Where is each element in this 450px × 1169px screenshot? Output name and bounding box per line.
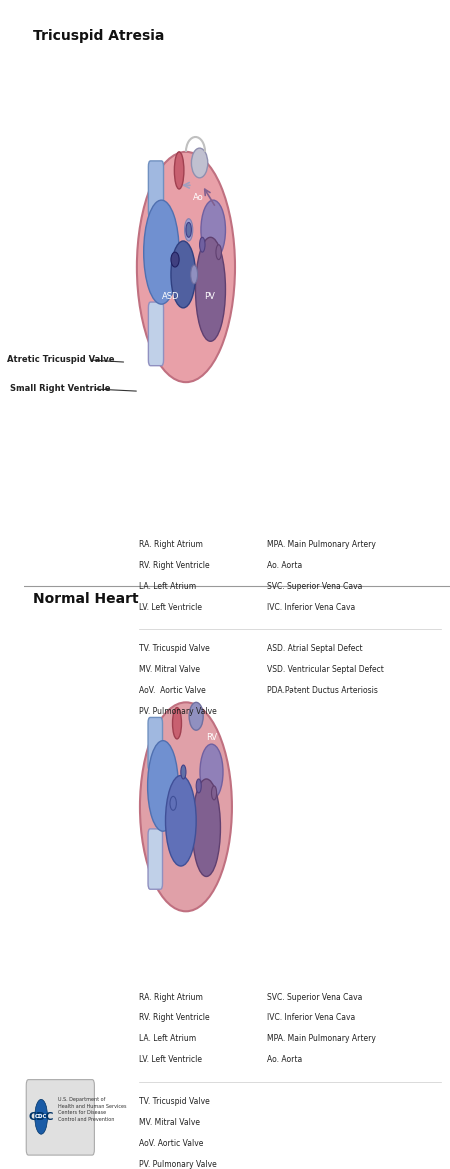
Text: IVC. Inferior Vena Cava: IVC. Inferior Vena Cava: [267, 602, 355, 611]
Text: PV. Pulmonary Valve: PV. Pulmonary Valve: [139, 707, 217, 715]
Ellipse shape: [195, 237, 225, 341]
Ellipse shape: [200, 745, 223, 800]
Text: ASD. Atrial Septal Defect: ASD. Atrial Septal Defect: [267, 644, 363, 653]
Ellipse shape: [170, 796, 176, 810]
Text: TV: TV: [127, 361, 138, 371]
Text: SVC: SVC: [99, 628, 116, 637]
Text: AoV. Aortic Valve: AoV. Aortic Valve: [139, 1139, 203, 1148]
Text: Small Right Ventricle: Small Right Ventricle: [10, 385, 111, 394]
Text: Ao: Ao: [194, 193, 204, 202]
Text: Ao: Ao: [172, 600, 183, 608]
Text: PDA: PDA: [226, 164, 243, 173]
Ellipse shape: [216, 244, 221, 260]
Text: TV: TV: [125, 710, 136, 719]
Text: MPA: MPA: [243, 205, 261, 214]
Text: MPA. Main Pulmonary Artery: MPA. Main Pulmonary Artery: [267, 540, 376, 548]
Ellipse shape: [171, 253, 179, 267]
Text: RV. Right Ventricle: RV. Right Ventricle: [139, 1014, 210, 1023]
Ellipse shape: [184, 219, 193, 241]
Text: LA: LA: [293, 622, 304, 631]
Text: LV. Left Ventricle: LV. Left Ventricle: [139, 602, 202, 611]
Text: RA. Right Atrium: RA. Right Atrium: [139, 540, 203, 548]
Ellipse shape: [181, 765, 186, 779]
Text: RV. Right Ventricle: RV. Right Ventricle: [139, 561, 210, 569]
Text: LV: LV: [290, 727, 299, 735]
Text: CDC: CDC: [28, 1112, 54, 1122]
Text: LV. Left Ventricle: LV. Left Ventricle: [139, 1056, 202, 1064]
Text: Ao. Aorta: Ao. Aorta: [267, 561, 302, 569]
Text: MV. Mitral Valve: MV. Mitral Valve: [139, 665, 200, 675]
Text: AoV: AoV: [231, 320, 248, 330]
Ellipse shape: [199, 237, 205, 253]
Text: IVC: IVC: [96, 762, 110, 770]
Ellipse shape: [137, 152, 235, 382]
Text: VSD. Ventricular Septal Defect: VSD. Ventricular Septal Defect: [267, 665, 384, 675]
Text: LA: LA: [300, 234, 310, 242]
Ellipse shape: [166, 775, 196, 866]
Text: RA: RA: [104, 297, 115, 306]
Text: AoV: AoV: [225, 692, 241, 701]
FancyBboxPatch shape: [148, 829, 162, 890]
Ellipse shape: [189, 703, 203, 731]
Text: IVC: IVC: [92, 465, 106, 475]
Text: Ao. Aorta: Ao. Aorta: [267, 1056, 302, 1064]
Text: IVC. Inferior Vena Cava: IVC. Inferior Vena Cava: [267, 1014, 355, 1023]
Ellipse shape: [192, 779, 220, 877]
Ellipse shape: [174, 152, 184, 189]
Text: Atretic Tricuspid Valve: Atretic Tricuspid Valve: [7, 355, 114, 365]
Text: PV. Pulmonary Valve: PV. Pulmonary Valve: [139, 1160, 217, 1169]
Ellipse shape: [144, 200, 179, 304]
Circle shape: [35, 1099, 48, 1134]
Ellipse shape: [191, 265, 198, 284]
FancyBboxPatch shape: [148, 161, 163, 217]
Ellipse shape: [186, 222, 191, 237]
Text: AoV.  Aortic Valve: AoV. Aortic Valve: [139, 686, 206, 696]
Text: MV. Mitral Valve: MV. Mitral Valve: [139, 1118, 200, 1127]
Text: SVC: SVC: [107, 234, 124, 242]
Text: RV: RV: [215, 408, 225, 416]
Text: MPA. Main Pulmonary Artery: MPA. Main Pulmonary Artery: [267, 1035, 376, 1044]
Text: TV. Tricuspid Valve: TV. Tricuspid Valve: [139, 1097, 210, 1106]
FancyBboxPatch shape: [148, 302, 163, 366]
FancyBboxPatch shape: [148, 718, 162, 770]
Text: RA: RA: [99, 675, 111, 684]
Ellipse shape: [171, 241, 195, 307]
Ellipse shape: [196, 779, 201, 793]
Text: U.S. Department of
Health and Human Services
Centers for Disease
Control and Pre: U.S. Department of Health and Human Serv…: [58, 1097, 127, 1122]
Text: SVC. Superior Vena Cava: SVC. Superior Vena Cava: [267, 582, 362, 590]
Text: ASD: ASD: [162, 291, 180, 300]
Ellipse shape: [212, 786, 216, 800]
Text: TV. Tricuspid Valve: TV. Tricuspid Valve: [139, 644, 210, 653]
Text: PDA.Patent Ductus Arteriosis: PDA.Patent Ductus Arteriosis: [267, 686, 378, 696]
Text: MPA: MPA: [228, 616, 246, 625]
Text: Tricuspid Atresia: Tricuspid Atresia: [32, 29, 164, 43]
Text: LA. Left Atrium: LA. Left Atrium: [139, 1035, 196, 1044]
Text: RA. Right Atrium: RA. Right Atrium: [139, 992, 203, 1002]
Text: VSD: VSD: [216, 373, 233, 382]
Text: MV: MV: [286, 692, 299, 701]
Ellipse shape: [191, 148, 208, 178]
Text: LA. Left Atrium: LA. Left Atrium: [139, 582, 196, 590]
Text: LV: LV: [301, 420, 310, 428]
Text: Normal Heart: Normal Heart: [32, 592, 138, 606]
Text: PV: PV: [204, 291, 215, 300]
Ellipse shape: [172, 707, 181, 739]
FancyBboxPatch shape: [26, 1080, 94, 1155]
Ellipse shape: [140, 703, 232, 912]
Text: MV: MV: [297, 320, 310, 330]
Text: CDC: CDC: [35, 1114, 47, 1119]
Text: RV: RV: [206, 733, 217, 741]
Ellipse shape: [201, 200, 225, 260]
Text: SVC. Superior Vena Cava: SVC. Superior Vena Cava: [267, 992, 362, 1002]
Ellipse shape: [148, 741, 178, 831]
Text: PV: PV: [195, 675, 206, 684]
